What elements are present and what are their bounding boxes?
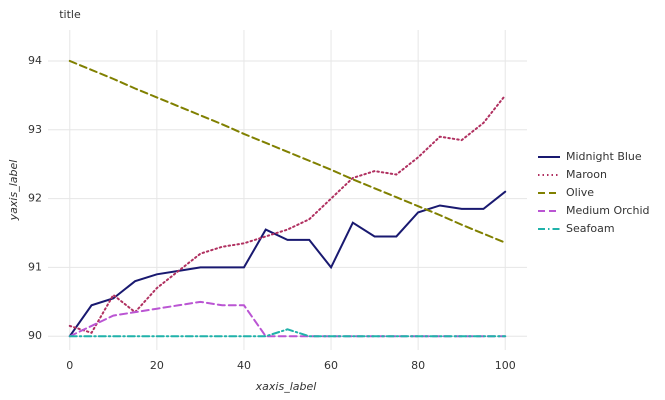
x-tick-label: 40: [237, 359, 251, 372]
series-line: [68, 59, 507, 244]
x-tick-label: 80: [411, 359, 425, 372]
x-axis-label: xaxis_label: [255, 380, 317, 393]
x-tick-label: 20: [150, 359, 164, 372]
x-tick-label: 0: [66, 359, 73, 372]
y-axis-label: yaxis_label: [7, 160, 20, 222]
legend-label: Medium Orchid: [566, 204, 649, 217]
legend-label: Maroon: [566, 168, 607, 181]
series-line: [68, 300, 507, 338]
series-line: [68, 94, 507, 334]
y-tick-label: 90: [28, 329, 42, 342]
series-line: [68, 328, 507, 338]
series-line: [68, 190, 507, 338]
x-tick-label: 60: [324, 359, 338, 372]
x-tick-label: 100: [495, 359, 516, 372]
legend-label: Seafoam: [566, 222, 615, 235]
y-tick-label: 94: [28, 54, 42, 67]
y-tick-label: 92: [28, 192, 42, 205]
legend-label: Olive: [566, 186, 594, 199]
chart-title: title: [59, 8, 81, 21]
y-tick-label: 93: [28, 123, 42, 136]
y-tick-label: 91: [28, 260, 42, 273]
legend-label: Midnight Blue: [566, 150, 642, 163]
